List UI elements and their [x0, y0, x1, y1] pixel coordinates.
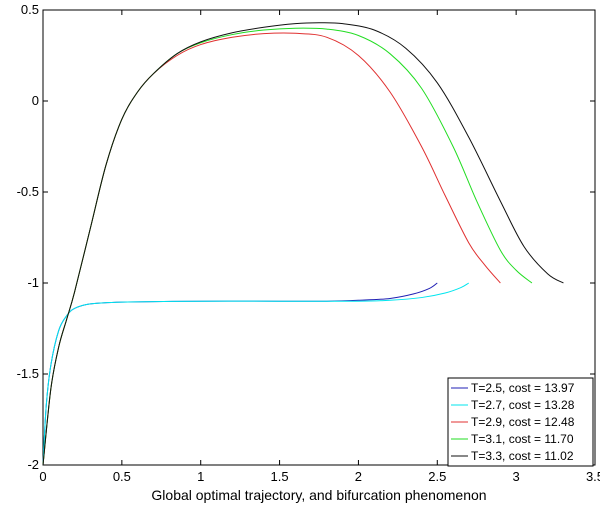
x-tick-label: 2.5	[428, 469, 446, 484]
y-tick-label: 0.5	[21, 2, 39, 17]
x-tick-label: 1.5	[271, 469, 289, 484]
y-tick-label: -1	[27, 275, 39, 290]
x-tick-label: 1	[197, 469, 204, 484]
y-tick-label: 0	[32, 93, 39, 108]
x-tick-label: 3.5	[586, 469, 600, 484]
series-line-1	[42, 282, 470, 466]
legend-entry: T=3.3, cost = 11.02	[471, 449, 574, 463]
x-tick-label: 0.5	[113, 469, 131, 484]
x-axis-label: Global optimal trajectory, and bifurcati…	[151, 487, 486, 503]
x-tick-label: 2	[355, 469, 362, 484]
legend-entry: T=2.7, cost = 13.28	[471, 398, 575, 412]
series-line-4	[42, 22, 564, 466]
y-tick-label: -1.5	[17, 366, 39, 381]
x-tick-label: 3	[513, 469, 520, 484]
series-lines	[42, 22, 564, 466]
legend-entry: T=2.5, cost = 13.97	[471, 381, 575, 395]
x-tick-label: 0	[39, 469, 46, 484]
y-tick-label: -0.5	[17, 184, 39, 199]
y-tick-label: -2	[27, 457, 39, 472]
legend-entry: T=3.1, cost = 11.70	[471, 432, 574, 446]
legend-box	[447, 377, 594, 467]
legend: T=2.5, cost = 13.97 T=2.7, cost = 13.28 T=…	[447, 377, 594, 467]
legend-entry: T=2.9, cost = 12.48	[471, 415, 575, 429]
